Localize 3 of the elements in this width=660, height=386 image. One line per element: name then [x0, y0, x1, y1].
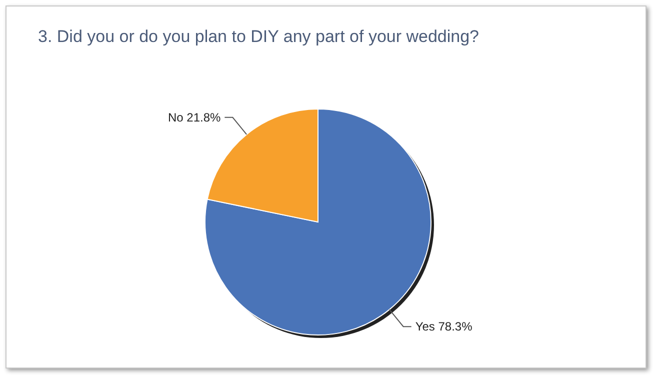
- slice-label: Yes 78.3%: [415, 320, 473, 334]
- chart-title: 3. Did you or do you plan to DIY any part of your wedding?: [38, 27, 480, 46]
- slice-label: No 21.8%: [168, 110, 221, 124]
